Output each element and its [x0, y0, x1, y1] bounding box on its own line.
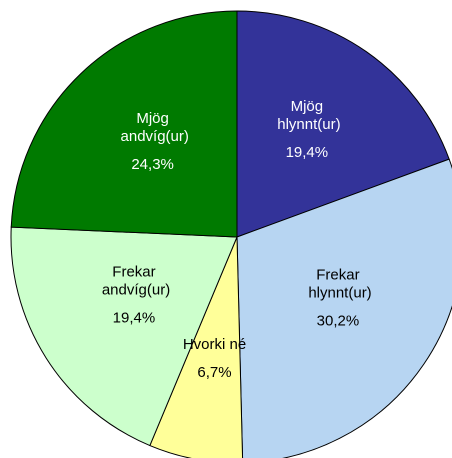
- pie-slice: [10, 10, 238, 238]
- slice-label: Mjög hlynnt(ur): [273, 98, 341, 133]
- pie-slice: [10, 226, 238, 447]
- slice-label: Frekar andvíg(ur): [98, 263, 171, 298]
- slice-label: Hvorki né: [183, 336, 246, 353]
- slice-label: Mjög andvíg(ur): [116, 110, 189, 145]
- slice-label: Frekar hlynnt(ur): [304, 267, 372, 302]
- value-label: 6,7%: [197, 364, 231, 381]
- pie-slice: [236, 158, 452, 458]
- value-label: 30,2%: [317, 313, 360, 330]
- value-label: 19,4%: [113, 309, 156, 326]
- value-label: 24,3%: [131, 156, 174, 173]
- pie-slice: [236, 10, 450, 238]
- value-label: 19,4%: [286, 144, 329, 161]
